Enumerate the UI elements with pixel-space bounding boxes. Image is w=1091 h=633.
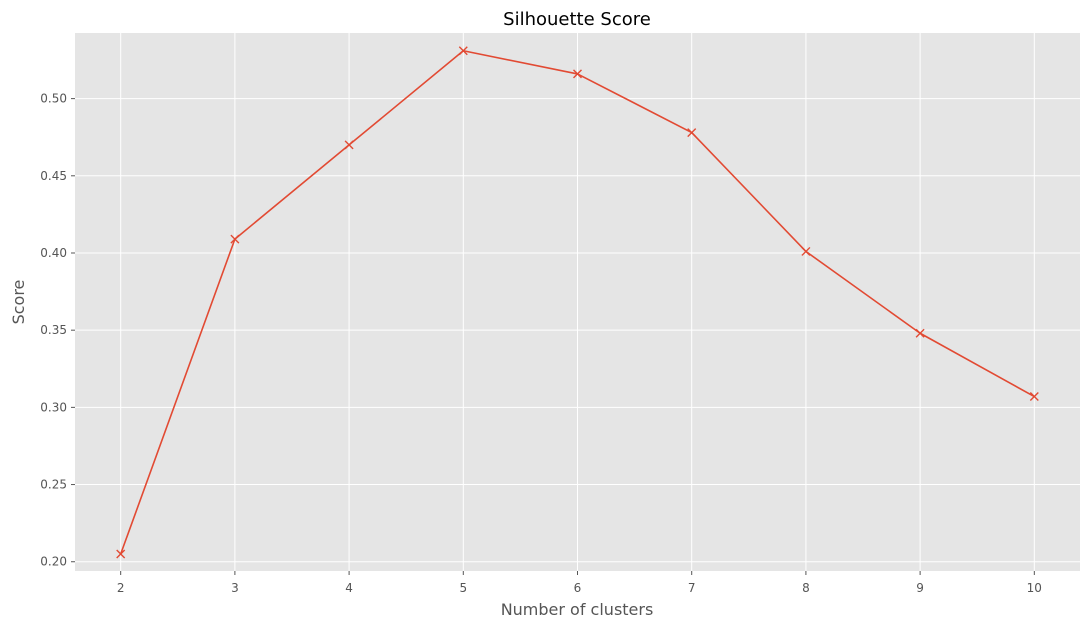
data-point-marker	[801, 246, 811, 256]
data-point-marker	[116, 549, 126, 559]
data-series	[116, 46, 1039, 559]
axis-ticks: 2 3 4 5 6 7 8 9 10 0.20 0.25 0.30 0.35 0.40 0.45 0.50	[40, 92, 1042, 595]
data-point-marker	[915, 328, 925, 338]
x-tick-label: 9	[916, 581, 924, 595]
data-point-marker	[230, 234, 240, 244]
x-axis-label: Number of clusters	[501, 600, 654, 619]
data-point-marker	[344, 140, 354, 150]
y-tick-label: 0.20	[40, 555, 67, 569]
x-tick-label: 8	[802, 581, 810, 595]
data-point-marker	[458, 46, 468, 56]
data-point-marker	[687, 128, 697, 138]
y-tick-label: 0.50	[40, 92, 67, 106]
data-point-marker	[573, 69, 582, 79]
x-tick-label: 4	[345, 581, 353, 595]
x-tick-label: 2	[117, 581, 125, 595]
chart-title: Silhouette Score	[503, 9, 651, 30]
y-tick-label: 0.40	[40, 246, 67, 260]
y-tick-label: 0.30	[40, 400, 67, 414]
data-point-marker	[1029, 392, 1039, 402]
y-tick-label: 0.35	[40, 323, 67, 337]
y-tick-label: 0.25	[40, 478, 67, 492]
x-tick-label: 5	[459, 581, 467, 595]
x-tick-label: 3	[231, 581, 239, 595]
x-tick-label: 10	[1027, 581, 1042, 595]
grid-lines	[75, 33, 1080, 571]
y-axis-label: Score	[9, 280, 28, 325]
x-tick-label: 6	[574, 581, 582, 595]
x-tick-label: 7	[688, 581, 696, 595]
y-tick-label: 0.45	[40, 169, 67, 183]
